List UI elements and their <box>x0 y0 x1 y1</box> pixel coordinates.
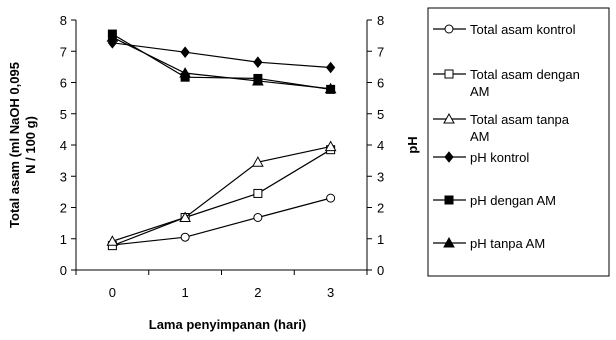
data-point <box>252 156 264 167</box>
y-right-tick-label: 6 <box>377 76 384 91</box>
legend-label-line: AM <box>470 84 490 99</box>
legend-marker <box>443 112 455 124</box>
y-axis-left-title-line: N / 100 g) <box>23 116 38 174</box>
legend-marker <box>444 195 454 205</box>
y-left-tick-label: 3 <box>60 169 67 184</box>
series-2 <box>106 140 337 246</box>
data-point <box>324 140 337 152</box>
series-4 <box>107 29 336 94</box>
x-tick-label: 3 <box>327 285 334 300</box>
y-right-tick-label: 0 <box>377 263 384 278</box>
y-left-tick-label: 8 <box>60 13 67 28</box>
legend-label: pH kontrol <box>470 150 529 165</box>
series-3 <box>107 37 336 74</box>
y-left-tick-label: 7 <box>60 44 67 59</box>
y-right-tick-label: 8 <box>377 13 384 28</box>
series-line <box>112 197 331 246</box>
data-point <box>106 31 119 42</box>
legend-label-line: pH dengan AM <box>470 193 556 208</box>
legend-label: Total asam kontrol <box>470 22 576 37</box>
legend-label-line: Total asam dengan <box>470 67 580 82</box>
series-line <box>112 145 331 242</box>
data-point <box>180 232 190 242</box>
data-point <box>253 56 263 68</box>
data-point <box>252 74 264 86</box>
data-point <box>253 213 263 222</box>
legend-marker <box>444 151 454 163</box>
legend-item: pH kontrol <box>433 150 529 165</box>
legend-item: pH dengan AM <box>433 193 556 208</box>
y-axis-right-title: pH <box>405 136 420 153</box>
data-point <box>324 82 337 94</box>
y-left-tick-label: 1 <box>60 232 67 247</box>
legend-label-line: pH kontrol <box>470 150 529 165</box>
series-line <box>112 42 331 69</box>
data-point <box>179 211 191 222</box>
legend-box <box>427 7 610 277</box>
y-left-tick-label: 2 <box>60 201 67 216</box>
y-right-tick-label: 7 <box>377 44 384 59</box>
legend-label-line: AM <box>470 129 490 144</box>
y-right-tick-label: 3 <box>377 169 384 184</box>
x-tick-label: 0 <box>109 285 116 300</box>
y-left-tick-label: 5 <box>60 107 67 122</box>
legend-label-line: Total asam kontrol <box>470 22 576 37</box>
series-5 <box>106 31 337 94</box>
series-1 <box>107 145 336 251</box>
x-tick-label: 2 <box>254 285 261 300</box>
y-right-tick-label: 5 <box>377 107 384 122</box>
legend-marker <box>443 236 455 248</box>
legend-label: Total asam dengan AM <box>470 67 580 99</box>
data-point <box>326 193 336 203</box>
legend-marker <box>444 69 454 79</box>
legend-item: Total asam dengan AM <box>433 67 580 99</box>
y-left-tick-label: 6 <box>60 76 67 91</box>
data-point <box>325 61 336 74</box>
legend-label: pH dengan AM <box>470 193 556 208</box>
legend-label-line: Total asam tanpa <box>470 112 570 127</box>
data-point <box>180 46 190 58</box>
legend-label-line: pH tanpa AM <box>470 236 545 251</box>
legend-label: pH tanpa AM <box>470 236 545 251</box>
data-point <box>253 188 263 198</box>
legend-marker <box>444 24 454 34</box>
legend-item: Total asam tanpa AM <box>433 112 570 144</box>
y-left-tick-label: 4 <box>60 138 67 153</box>
series-line <box>112 149 331 247</box>
legend-item: pH tanpa AM <box>433 236 545 251</box>
plot-area: 0 1 2 3 4 5 6 7 8 0 1 2 3 4 5 6 7 8 0 1 2 3 Lama penyimpanan (… <box>7 13 420 332</box>
legend-label: Total asam tanpa AM <box>470 112 570 144</box>
y-right-tick-label: 2 <box>377 201 384 216</box>
legend-item: Total asam kontrol <box>433 22 576 37</box>
series-line <box>112 36 331 90</box>
y-axis-left-title-line: Total asam (ml NaOH 0,095 <box>7 62 22 228</box>
data-point <box>106 235 119 246</box>
series-line <box>112 33 331 90</box>
series-0 <box>107 193 336 250</box>
y-right-tick-label: 1 <box>377 232 384 247</box>
data-point <box>179 67 191 78</box>
y-axis-left-title: Total asam (ml NaOH 0,095N / 100 g) <box>7 62 38 228</box>
y-left-tick-label: 0 <box>60 263 67 278</box>
y-right-tick-label: 4 <box>377 138 384 153</box>
x-axis-title: Lama penyimpanan (hari) <box>149 317 306 332</box>
x-tick-label: 1 <box>182 285 189 300</box>
